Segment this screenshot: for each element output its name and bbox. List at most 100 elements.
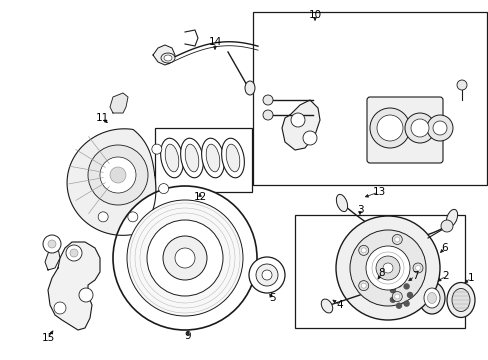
Circle shape xyxy=(70,249,78,257)
Circle shape xyxy=(147,220,223,296)
Circle shape xyxy=(127,212,138,222)
Circle shape xyxy=(113,186,257,330)
Circle shape xyxy=(391,292,402,302)
Circle shape xyxy=(358,246,368,255)
Ellipse shape xyxy=(446,283,474,318)
Circle shape xyxy=(407,292,412,297)
Circle shape xyxy=(361,283,366,288)
Circle shape xyxy=(440,220,452,232)
Ellipse shape xyxy=(185,144,199,172)
Ellipse shape xyxy=(221,138,244,178)
Text: 3: 3 xyxy=(356,205,363,215)
Ellipse shape xyxy=(427,292,436,303)
Circle shape xyxy=(263,95,272,105)
Circle shape xyxy=(48,240,56,248)
Circle shape xyxy=(256,264,278,286)
Ellipse shape xyxy=(165,144,179,172)
Circle shape xyxy=(100,157,136,193)
Circle shape xyxy=(175,248,195,268)
Ellipse shape xyxy=(244,81,254,95)
Ellipse shape xyxy=(423,288,439,308)
Circle shape xyxy=(382,263,392,273)
Circle shape xyxy=(335,216,439,320)
Text: 12: 12 xyxy=(193,192,206,202)
Text: 15: 15 xyxy=(41,333,55,343)
Circle shape xyxy=(403,301,408,306)
Text: 11: 11 xyxy=(95,113,108,123)
Ellipse shape xyxy=(418,282,444,314)
Ellipse shape xyxy=(368,285,381,301)
Text: 5: 5 xyxy=(268,293,275,303)
Ellipse shape xyxy=(362,278,386,308)
Ellipse shape xyxy=(336,194,347,212)
Circle shape xyxy=(263,110,272,120)
Circle shape xyxy=(98,212,108,222)
Circle shape xyxy=(403,284,408,289)
Circle shape xyxy=(248,257,285,293)
Circle shape xyxy=(396,282,401,287)
Ellipse shape xyxy=(446,210,457,227)
Circle shape xyxy=(376,115,402,141)
Polygon shape xyxy=(67,129,156,235)
Circle shape xyxy=(456,80,466,90)
Polygon shape xyxy=(110,93,128,113)
Circle shape xyxy=(361,248,366,253)
Circle shape xyxy=(88,145,148,205)
Circle shape xyxy=(66,245,82,261)
Circle shape xyxy=(412,263,422,273)
Circle shape xyxy=(415,266,420,270)
Bar xyxy=(155,128,251,192)
Circle shape xyxy=(404,113,434,143)
Circle shape xyxy=(303,131,316,145)
Text: 13: 13 xyxy=(372,187,385,197)
Circle shape xyxy=(389,288,395,293)
Circle shape xyxy=(151,144,162,154)
Text: 2: 2 xyxy=(442,271,448,281)
Circle shape xyxy=(127,200,243,316)
Ellipse shape xyxy=(321,299,332,313)
Text: 9: 9 xyxy=(184,331,191,341)
Polygon shape xyxy=(48,242,100,330)
Ellipse shape xyxy=(160,138,183,178)
Text: 8: 8 xyxy=(378,268,385,278)
Text: 14: 14 xyxy=(208,37,221,47)
Circle shape xyxy=(158,184,168,194)
Circle shape xyxy=(290,113,305,127)
Ellipse shape xyxy=(180,138,203,178)
Circle shape xyxy=(396,303,401,308)
Text: 4: 4 xyxy=(336,300,343,310)
Circle shape xyxy=(54,302,66,314)
Circle shape xyxy=(394,237,399,242)
Ellipse shape xyxy=(451,288,469,311)
Circle shape xyxy=(410,119,428,137)
FancyBboxPatch shape xyxy=(366,97,442,163)
Polygon shape xyxy=(282,100,319,150)
Polygon shape xyxy=(45,248,60,270)
Text: 6: 6 xyxy=(441,243,447,253)
Polygon shape xyxy=(153,45,175,65)
Ellipse shape xyxy=(201,138,224,178)
Ellipse shape xyxy=(161,53,175,63)
Circle shape xyxy=(43,235,61,253)
Circle shape xyxy=(369,108,409,148)
Circle shape xyxy=(358,281,368,291)
Circle shape xyxy=(262,270,271,280)
Circle shape xyxy=(110,167,126,183)
Circle shape xyxy=(375,256,399,280)
Ellipse shape xyxy=(163,55,172,61)
Circle shape xyxy=(391,234,402,244)
Circle shape xyxy=(426,115,452,141)
Text: 7: 7 xyxy=(411,271,417,281)
Circle shape xyxy=(394,294,399,299)
Circle shape xyxy=(365,246,409,290)
Ellipse shape xyxy=(393,286,407,304)
Circle shape xyxy=(389,297,395,302)
Circle shape xyxy=(432,121,446,135)
Circle shape xyxy=(349,230,425,306)
Ellipse shape xyxy=(225,144,239,172)
Circle shape xyxy=(163,236,206,280)
Ellipse shape xyxy=(387,279,413,311)
Bar xyxy=(252,12,486,185)
Text: 1: 1 xyxy=(467,273,473,283)
Circle shape xyxy=(79,288,93,302)
